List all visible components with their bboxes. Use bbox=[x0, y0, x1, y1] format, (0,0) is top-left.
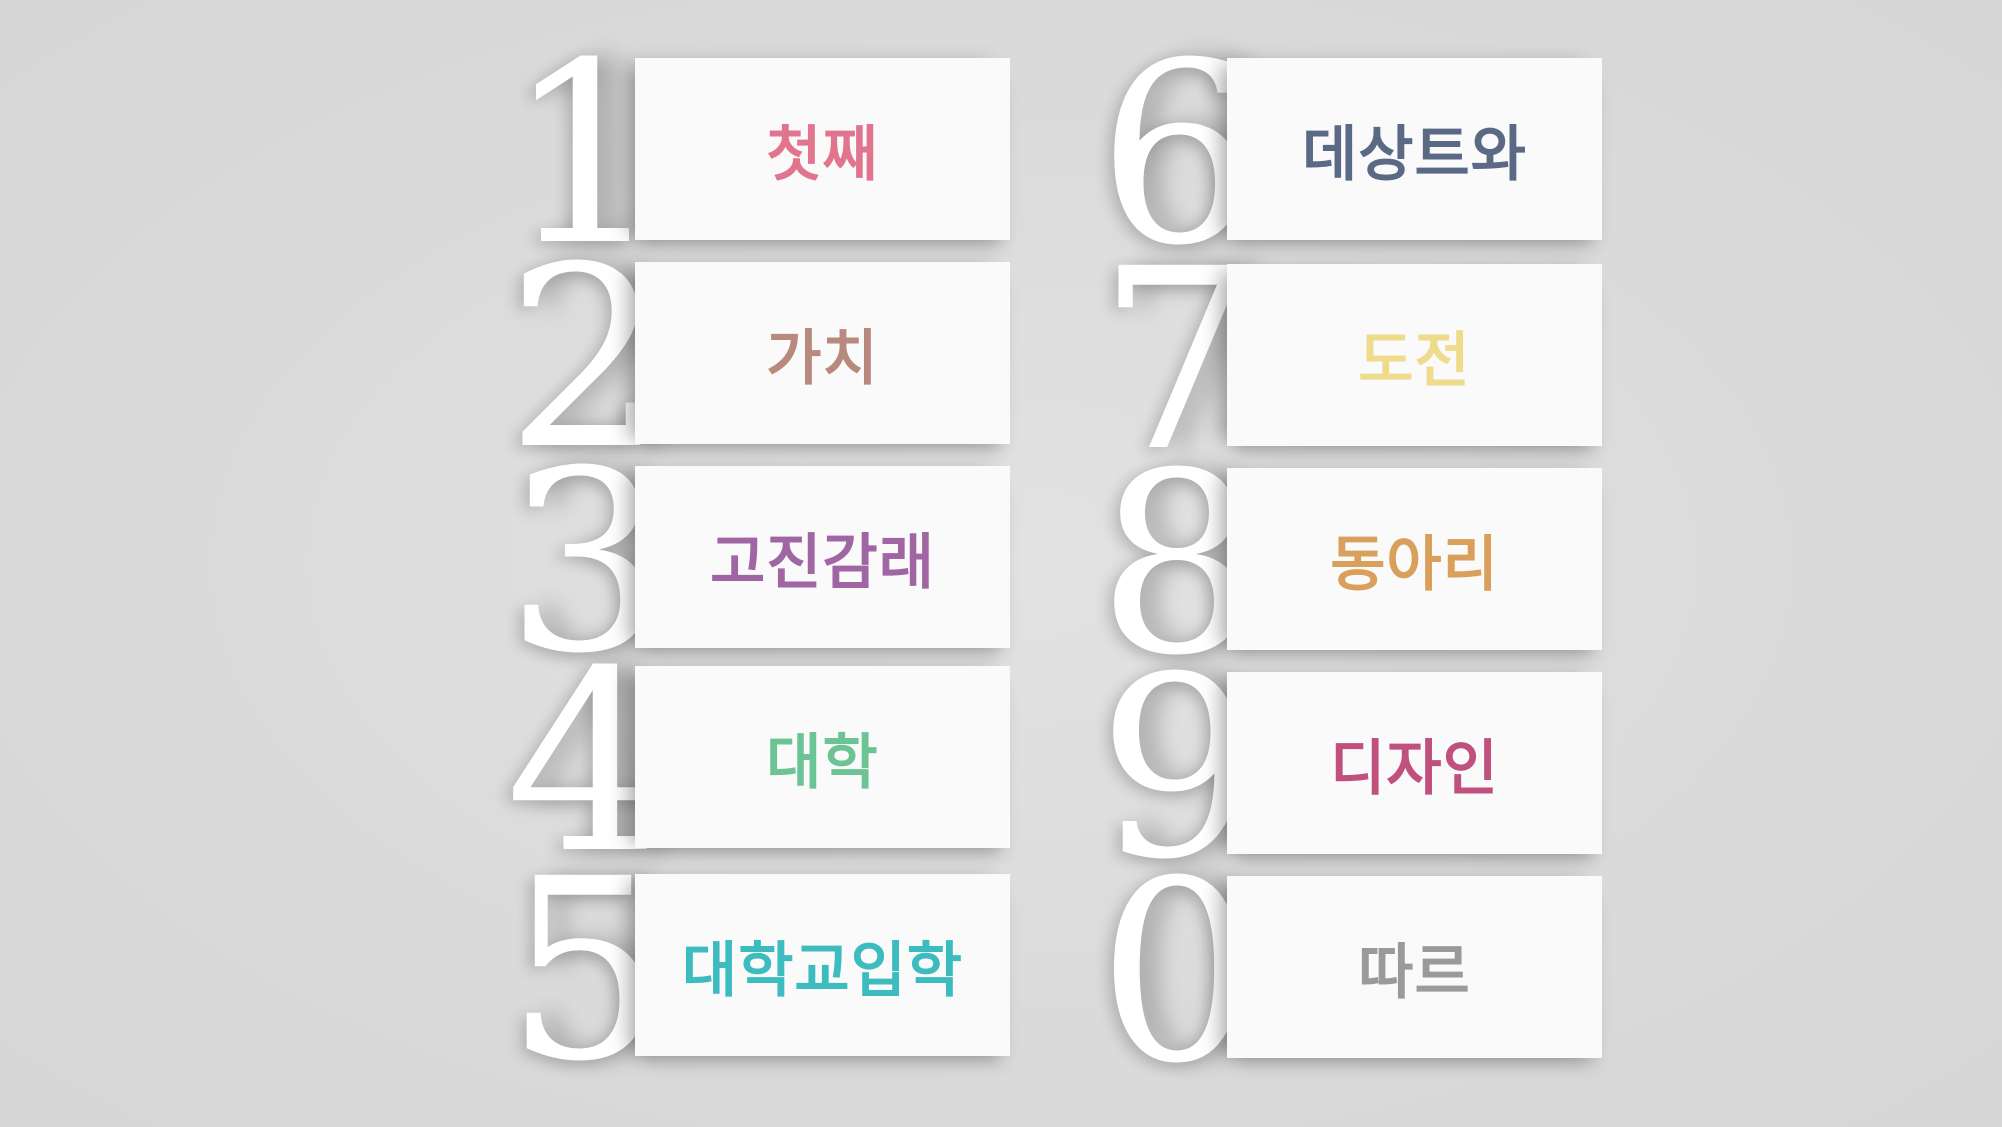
label-6: 데상트와 bbox=[1302, 119, 1527, 190]
list-item-9: 9 디자인 bbox=[1092, 644, 1647, 894]
label-9: 디자인 bbox=[1330, 733, 1499, 804]
list-item-2: 2 가치 bbox=[500, 234, 1055, 484]
label-0: 따르 bbox=[1358, 937, 1471, 1008]
label-4: 대학 bbox=[766, 727, 879, 798]
list-item-6: 6 데상트와 bbox=[1092, 30, 1647, 280]
label-1: 첫째 bbox=[766, 119, 879, 190]
label-card-9: 디자인 bbox=[1227, 672, 1602, 854]
list-item-5: 5 대학교입학 bbox=[500, 846, 1055, 1096]
label-3: 고진감래 bbox=[710, 527, 935, 598]
label-card-4: 대학 bbox=[635, 666, 1010, 848]
label-card-1: 첫째 bbox=[635, 58, 1010, 240]
label-5: 대학교입학 bbox=[682, 935, 963, 1006]
list-item-4: 4 대학 bbox=[500, 638, 1055, 888]
list-item-8: 8 동아리 bbox=[1092, 440, 1647, 690]
label-card-5: 대학교입학 bbox=[635, 874, 1010, 1056]
label-8: 동아리 bbox=[1330, 529, 1499, 600]
label-card-2: 가치 bbox=[635, 262, 1010, 444]
label-card-7: 도전 bbox=[1227, 264, 1602, 446]
list-item-3: 3 고진감래 bbox=[500, 438, 1055, 688]
label-card-6: 데상트와 bbox=[1227, 58, 1602, 240]
label-7: 도전 bbox=[1358, 325, 1471, 396]
list-item-7: 7 도전 bbox=[1092, 236, 1647, 486]
label-card-3: 고진감래 bbox=[635, 466, 1010, 648]
label-2: 가치 bbox=[766, 323, 879, 394]
list-item-1: 1 첫째 bbox=[500, 30, 1055, 280]
list-item-0: 0 따르 bbox=[1092, 848, 1647, 1098]
label-card-8: 동아리 bbox=[1227, 468, 1602, 650]
label-card-0: 따르 bbox=[1227, 876, 1602, 1058]
